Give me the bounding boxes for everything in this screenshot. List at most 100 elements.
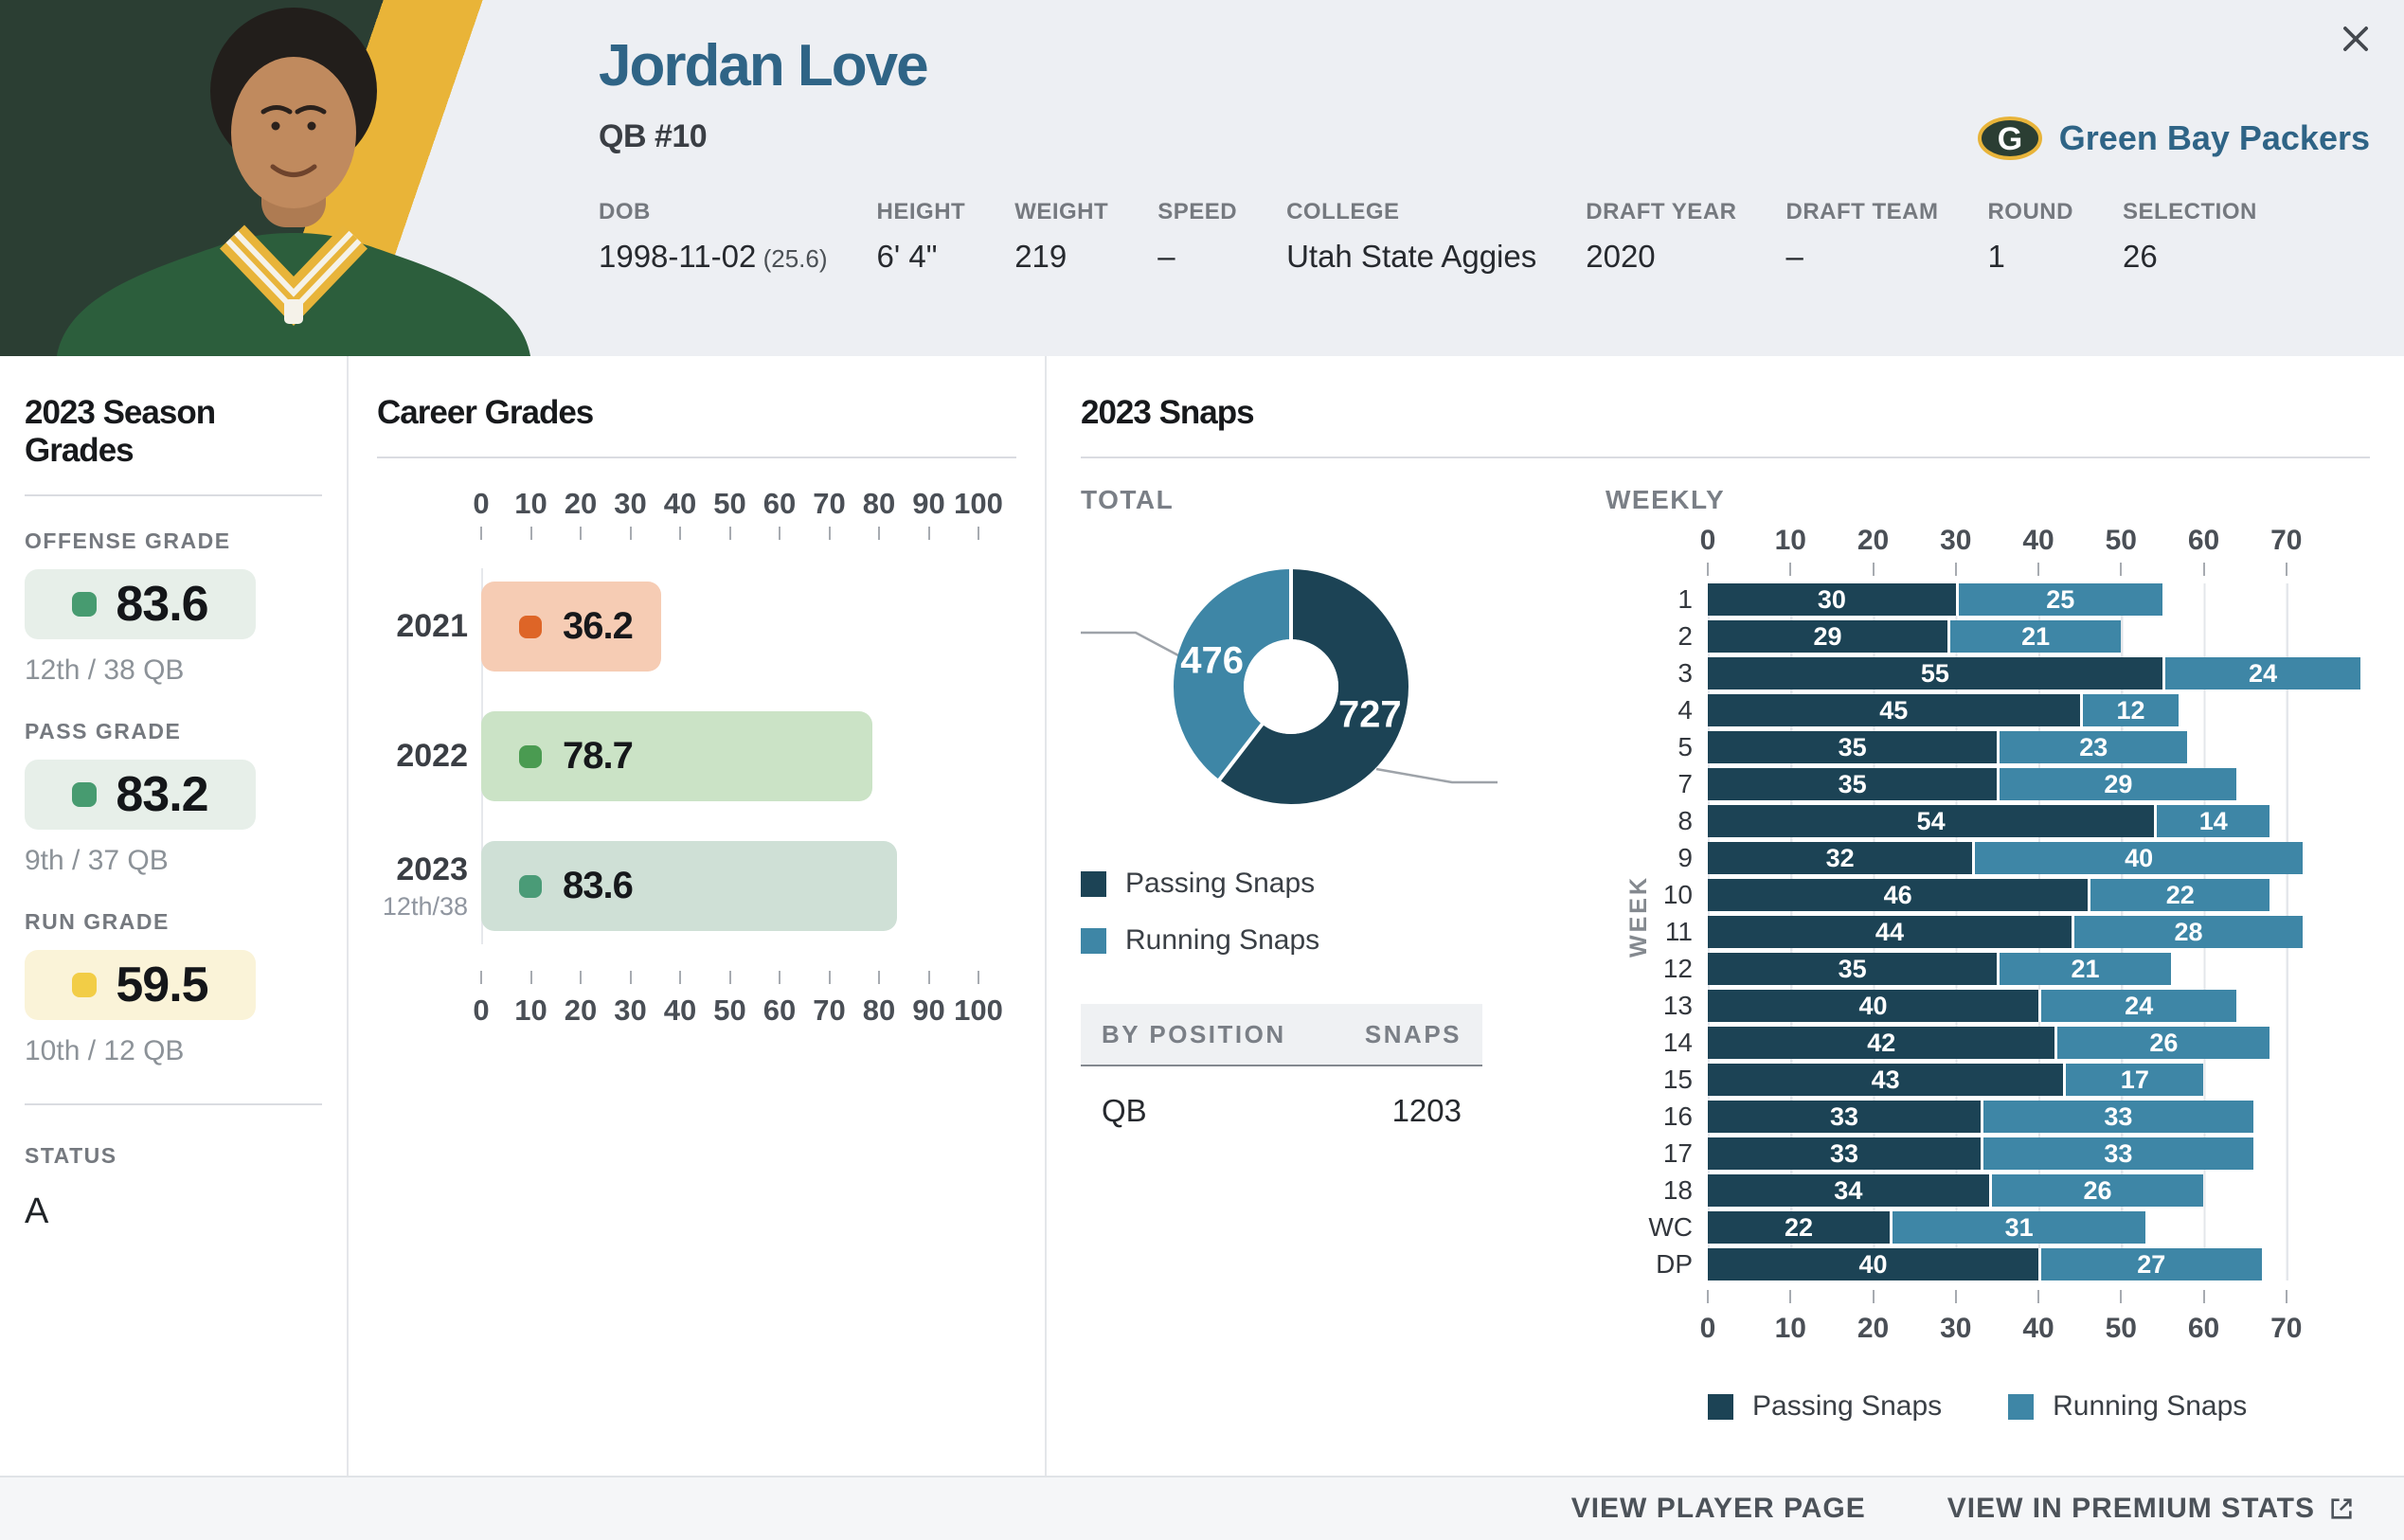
- player-info-label: HEIGHT: [876, 199, 966, 224]
- by-position-header: BY POSITION SNAPS: [1081, 1004, 1482, 1066]
- weekly-running-segment[interactable]: 24: [2038, 990, 2237, 1022]
- weekly-passing-segment[interactable]: 33: [1708, 1101, 1981, 1133]
- by-position-cell: QB: [1102, 1093, 1147, 1128]
- weekly-passing-segment[interactable]: 40: [1708, 1248, 2038, 1280]
- career-bar[interactable]: 36.2: [481, 582, 662, 672]
- weekly-running-segment[interactable]: 12: [2079, 694, 2180, 726]
- career-row: 2023 12th/38 83.6: [377, 841, 1016, 931]
- weekly-passing-segment[interactable]: 35: [1708, 768, 1998, 800]
- weekly-running-segment[interactable]: 17: [2063, 1064, 2204, 1096]
- weekly-running-segment[interactable]: 21: [1997, 953, 2171, 985]
- divider: [1081, 457, 2370, 458]
- player-info-value: 26: [2122, 239, 2158, 274]
- weekly-passing-segment[interactable]: 32: [1708, 842, 1973, 874]
- weekly-running-segment[interactable]: 27: [2038, 1248, 2262, 1280]
- weekly-passing-segment[interactable]: 34: [1708, 1174, 1989, 1207]
- weekly-passing-segment[interactable]: 44: [1708, 916, 2072, 948]
- career-row-label: 2021: [377, 608, 481, 645]
- weekly-passing-segment[interactable]: 33: [1708, 1137, 1981, 1170]
- weekly-running-segment[interactable]: 14: [2154, 805, 2270, 837]
- weekly-running-segment[interactable]: 25: [1955, 583, 2162, 616]
- season-grades-panel: 2023 Season Grades OFFENSE GRADE 83.6 12th…: [0, 356, 349, 1476]
- player-info-label: COLLEGE: [1286, 199, 1400, 224]
- weekly-passing-segment[interactable]: 35: [1708, 953, 1998, 985]
- player-info-value: 6' 4": [876, 239, 938, 274]
- close-icon: [2343, 27, 2368, 51]
- weekly-row: 1 30 25: [1606, 583, 2370, 616]
- running-legend-swatch: [1081, 927, 1106, 954]
- weekly-row: 13 40 24: [1606, 990, 2370, 1022]
- player-photo: [0, 0, 587, 356]
- weekly-row-label: 2: [1677, 621, 1693, 651]
- weekly-running-segment[interactable]: 26: [1988, 1174, 2204, 1207]
- weekly-passing-segment[interactable]: 29: [1708, 620, 1948, 653]
- passing-legend-swatch: [1708, 1393, 1733, 1420]
- grade-rank: 10th / 12 QB: [25, 1035, 185, 1066]
- weekly-passing-segment[interactable]: 45: [1708, 694, 2080, 726]
- weekly-bar-track: 55 24: [1708, 657, 2369, 689]
- weekly-bar-track: 46 22: [1708, 879, 2369, 911]
- weekly-bar-track: 40 24: [1708, 990, 2369, 1022]
- career-year: 2021: [396, 608, 468, 644]
- weekly-running-segment[interactable]: 40: [1972, 842, 2304, 874]
- weekly-passing-segment[interactable]: 22: [1708, 1211, 1890, 1244]
- grade-dot-icon: [72, 592, 98, 617]
- career-row: 2022 78.7: [377, 711, 1016, 801]
- weekly-row: 9 32 40: [1606, 842, 2370, 874]
- weekly-running-segment[interactable]: 28: [2071, 916, 2304, 948]
- weekly-running-segment[interactable]: 33: [1980, 1101, 2253, 1133]
- weekly-bar-track: 43 17: [1708, 1064, 2369, 1096]
- weekly-bar-track: 54 14: [1708, 805, 2369, 837]
- view-premium-stats-link[interactable]: VIEW IN PREMIUM STATS: [1947, 1493, 2355, 1525]
- weekly-passing-segment[interactable]: 55: [1708, 657, 2162, 689]
- player-info-label: DOB: [599, 199, 651, 224]
- weekly-running-segment[interactable]: 21: [1947, 620, 2122, 653]
- career-rows: 2021 36.2 2022 78.7 2023 12th/38 83.6: [377, 568, 1016, 944]
- weekly-row: 2 29 21: [1606, 620, 2370, 653]
- weekly-passing-segment[interactable]: 43: [1708, 1064, 2064, 1096]
- grade-value: 83.2: [116, 767, 208, 822]
- weekly-passing-segment[interactable]: 42: [1708, 1027, 2055, 1059]
- weekly-running-segment[interactable]: 23: [1997, 731, 2188, 763]
- weekly-passing-segment[interactable]: 54: [1708, 805, 2155, 837]
- weekly-row: DP 40 27: [1606, 1248, 2370, 1280]
- card-body: 2023 Season Grades OFFENSE GRADE 83.6 12th…: [0, 356, 2404, 1476]
- player-info-field: COLLEGE Utah State Aggies: [1286, 199, 1536, 275]
- weekly-ticks-top: [1707, 563, 2369, 578]
- weekly-passing-segment[interactable]: 46: [1708, 879, 2089, 911]
- career-grades-chart: 0 10 20 30 40 50 60 70 80 90 100 2021 36.2 2022 78.7 2…: [377, 487, 1016, 1028]
- total-label: TOTAL: [1081, 485, 1175, 514]
- career-grade-value: 36.2: [563, 605, 634, 647]
- weekly-running-segment[interactable]: 31: [1889, 1211, 2146, 1244]
- career-axis-bottom: 0 10 20 30 40 50 60 70 80 90 100: [473, 994, 1003, 1027]
- weekly-running-segment[interactable]: 22: [2088, 879, 2270, 911]
- view-player-page-link[interactable]: VIEW PLAYER PAGE: [1571, 1493, 1866, 1525]
- weekly-passing-segment[interactable]: 30: [1708, 583, 1956, 616]
- close-button[interactable]: [2330, 13, 2381, 64]
- grade-value: 59.5: [116, 958, 208, 1012]
- weekly-row-label: 11: [1664, 917, 1693, 946]
- player-info-value: 1: [1987, 239, 2005, 274]
- weekly-running-segment[interactable]: 24: [2162, 657, 2361, 689]
- weekly-running-segment[interactable]: 33: [1980, 1137, 2253, 1170]
- weekly-passing-segment[interactable]: 35: [1708, 731, 1998, 763]
- legend-label: Running Snaps: [1125, 924, 1320, 956]
- weekly-running-segment[interactable]: 29: [1997, 768, 2237, 800]
- weekly-running-segment[interactable]: 26: [2054, 1027, 2270, 1059]
- career-bar-track: 36.2: [481, 582, 978, 672]
- snaps-donut-chart: 727 476: [1081, 567, 1498, 804]
- weekly-row: 4 45 12: [1606, 694, 2370, 726]
- team-chip[interactable]: G Green Bay Packers: [1970, 114, 2376, 163]
- weekly-row: 18 34 26: [1606, 1174, 2370, 1207]
- grade-pill: 83.6: [25, 569, 256, 639]
- snaps-title: 2023 Snaps: [1081, 394, 1255, 431]
- player-info-field: SPEED –: [1157, 199, 1237, 275]
- career-bar[interactable]: 83.6: [481, 841, 897, 931]
- career-bar[interactable]: 78.7: [481, 711, 873, 801]
- grade-pill: 59.5: [25, 950, 256, 1020]
- legend-label: Running Snaps: [2053, 1390, 2248, 1422]
- grade-pill: 83.2: [25, 760, 256, 830]
- career-ticks-bottom: [480, 971, 979, 986]
- career-bar-track: 78.7: [481, 711, 978, 801]
- weekly-passing-segment[interactable]: 40: [1708, 990, 2038, 1022]
